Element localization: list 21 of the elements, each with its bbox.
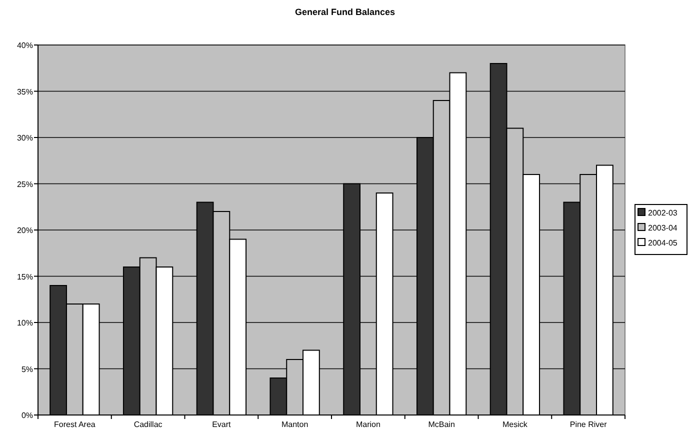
- legend-label: 2004-05: [648, 238, 678, 248]
- x-tick-label: Manton: [281, 420, 308, 429]
- y-tick-label: 35%: [16, 87, 33, 96]
- x-tick-label: Marion: [356, 420, 380, 429]
- y-tick-label: 30%: [16, 134, 33, 142]
- x-tick-label: Mesick: [502, 420, 528, 429]
- y-tick-label: 5%: [21, 364, 33, 374]
- y-tick-label: 40%: [16, 41, 33, 50]
- legend-label: 2003-04: [648, 224, 678, 232]
- y-tick-label: 0%: [21, 411, 33, 420]
- chart-title: General Fund Balances: [294, 7, 396, 17]
- y-tick-label: 15%: [16, 272, 33, 282]
- x-tick-label: Evart: [212, 420, 232, 429]
- y-tick-label: 25%: [16, 180, 33, 189]
- x-tick-label: Forest Area: [54, 420, 96, 429]
- x-tick-label: Pine River: [570, 420, 608, 429]
- y-tick-label: 20%: [16, 226, 33, 235]
- x-tick-label: McBain: [428, 420, 455, 429]
- x-tick-label: Cadillac: [134, 420, 162, 429]
- legend-label: 2002-03: [648, 208, 678, 218]
- y-tick-label: 10%: [16, 318, 33, 328]
